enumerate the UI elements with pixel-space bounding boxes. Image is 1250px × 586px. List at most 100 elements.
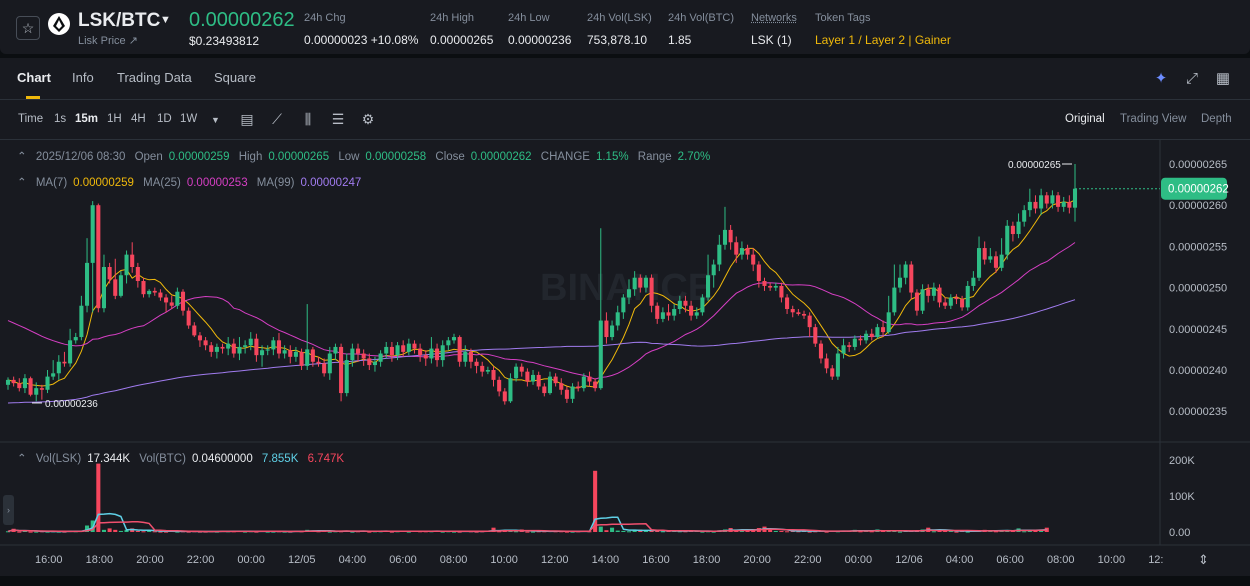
coin-price-link[interactable]: Lisk Price ↗ (78, 35, 138, 47)
stat-24h-low: 24h Low 0.00000236 (508, 12, 571, 47)
volume-bar (931, 531, 936, 533)
time-tick-label: 16:00 (642, 554, 670, 566)
time-tick-label: 06:00 (389, 554, 417, 566)
bottom-strip (0, 576, 1250, 586)
volume-bar (858, 531, 863, 533)
candle-body (384, 346, 389, 354)
interval-1h[interactable]: 1H (107, 113, 122, 125)
candle-body (643, 277, 648, 288)
stat-token-tags[interactable]: Token Tags Layer 1 / Layer 2 | Gainer (815, 12, 951, 47)
candle-body (960, 299, 965, 308)
candle-body (502, 391, 507, 402)
tab-info[interactable]: Info (72, 70, 94, 85)
time-tick-label: 16:00 (35, 554, 63, 566)
expand-icon[interactable]: ⤢ (1185, 70, 1198, 87)
interval-1s[interactable]: 1s (54, 113, 67, 125)
candle-body (858, 338, 863, 341)
volume-bar (700, 531, 705, 533)
candle-body (897, 277, 903, 288)
volume-bar (327, 531, 332, 533)
volume-bar (22, 530, 27, 532)
view-depth[interactable]: Depth (1201, 113, 1232, 125)
candle-body (209, 345, 214, 352)
candle-body (677, 300, 682, 310)
vol-btc-label: Vol(BTC) (139, 453, 186, 465)
stat-24h-vol-btc: 24h Vol(BTC) 1.85 (668, 12, 734, 47)
candle-body (446, 340, 451, 346)
tab-trading-data[interactable]: Trading Data (117, 70, 192, 85)
vol-ma2-value: 6.747K (307, 453, 345, 465)
candle-body (1016, 221, 1021, 235)
candle-body (773, 285, 778, 288)
ohlc-legend: ⌃ 2025/12/06 08:30 Open 0.00000259 High 0.… (17, 149, 716, 163)
volume-bar (615, 530, 620, 532)
candle-body (474, 361, 479, 366)
pair-selector[interactable]: LSK/BTC (78, 10, 161, 31)
candle-body (350, 348, 355, 361)
price-tick-label: 0.00000245 (1169, 324, 1227, 336)
stat-label: Token Tags (815, 12, 871, 24)
candle-body (243, 345, 248, 347)
interval-15m[interactable]: 15m (75, 113, 99, 125)
legend-collapse-icon[interactable]: ⌃ (17, 151, 27, 163)
candlestick-chart-svg[interactable]: BINANCE 0.000002650.000002600.000002550.… (0, 140, 1250, 576)
interval-1w[interactable]: 1W (180, 113, 198, 125)
sparkle-icon[interactable]: ✦ (1154, 70, 1168, 87)
volume-bar (649, 530, 654, 532)
close-value: 0.00000262 (470, 151, 532, 163)
volume-bar (525, 531, 530, 533)
high-value: 0.00000265 (268, 151, 330, 163)
calendar-icon[interactable]: ▤ (240, 111, 254, 127)
volume-bar (367, 531, 372, 533)
price-chart[interactable]: BINANCE 0.00000265 0.00000260 0.00000255 0.… (0, 140, 1250, 576)
legend-collapse-icon[interactable]: ⌃ (17, 453, 27, 465)
stat-value: 1.85 (668, 33, 692, 47)
candle-body (796, 312, 801, 314)
candle-body (547, 376, 553, 394)
candle-body (254, 338, 259, 356)
view-original[interactable]: Original (1065, 113, 1105, 125)
candle-body (276, 340, 282, 354)
volume-bar (948, 530, 953, 532)
candle-body (847, 345, 852, 347)
candle-body (372, 361, 377, 366)
candle-body (1044, 195, 1049, 204)
candle-body (491, 370, 496, 380)
candle-type-icon[interactable]: ⫼ (304, 111, 312, 127)
open-label: Open (134, 151, 163, 163)
tab-square[interactable]: Square (214, 70, 256, 85)
legend-collapse-icon[interactable]: ⌃ (17, 177, 27, 189)
view-trading-view[interactable]: Trading View (1120, 113, 1187, 125)
star-icon[interactable]: ☆ (16, 16, 40, 40)
volume-bar (626, 531, 632, 533)
volume-bar (113, 529, 118, 532)
interval-1d[interactable]: 1D (157, 113, 172, 125)
volume-bar (141, 531, 146, 533)
candle-body (90, 205, 95, 263)
current-price-label: 0.00000262 (1168, 184, 1229, 196)
stat-value: Layer 1 / Layer 2 | Gainer (815, 33, 951, 47)
candle-body (1072, 188, 1078, 208)
ticker-header: ☆ LSK/BTC ▼ Lisk Price ↗ 0.00000262 $0.2… (0, 0, 1250, 54)
candle-body (632, 277, 637, 290)
candle-body (666, 312, 671, 316)
layout-grid-icon[interactable]: ▦ (1215, 70, 1231, 87)
indicator-icon[interactable]: ⟋ (272, 111, 282, 127)
settings-icon[interactable]: ⚙ (361, 111, 375, 127)
price-tick-label: 0.00000240 (1169, 365, 1227, 377)
tab-chart[interactable]: Chart (17, 70, 51, 85)
candle-body (801, 313, 807, 316)
candle-body (965, 285, 970, 308)
candle-body (85, 262, 90, 306)
candle-body (581, 376, 586, 389)
chevron-down-icon[interactable]: ▼ (160, 14, 171, 26)
replay-icon[interactable]: ☰ (331, 111, 345, 127)
interval-4h[interactable]: 4H (131, 113, 146, 125)
side-panel-toggle[interactable]: › (3, 495, 14, 525)
stat-networks[interactable]: Networks LSK (1) (751, 12, 797, 47)
candle-body (756, 264, 761, 282)
current-price-tag (1161, 177, 1227, 200)
chevron-down-icon[interactable]: ▼ (211, 115, 220, 125)
candle-body (570, 386, 575, 399)
volume-bar (5, 531, 11, 533)
